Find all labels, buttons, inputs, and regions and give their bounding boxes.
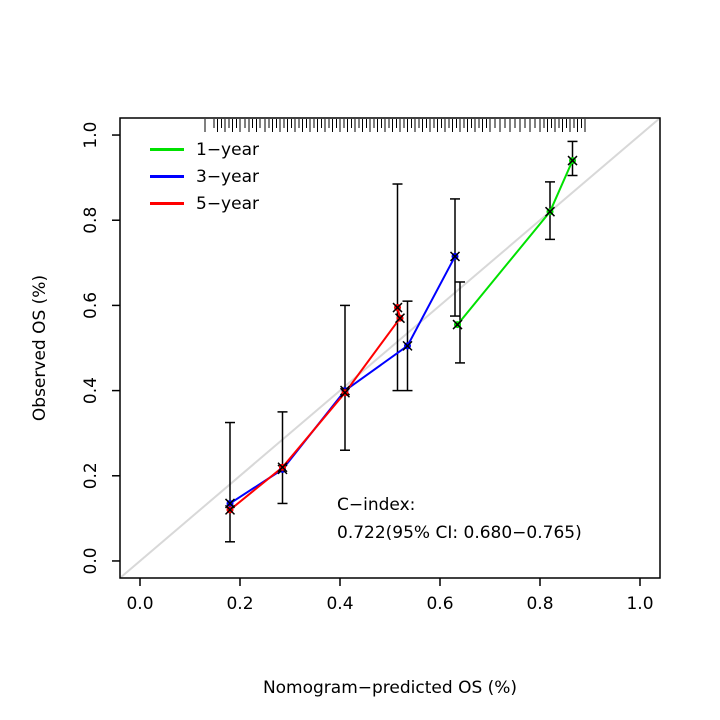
data-point-cross: [452, 319, 463, 330]
legend: 1−year 3−year 5−year: [150, 136, 259, 217]
x-axis-tick-label: 0.8: [526, 594, 553, 614]
legend-label-3-year: 3−year: [196, 166, 259, 187]
y-axis-tick-label: 0.0: [81, 547, 101, 574]
c-index-label: C−index:: [337, 495, 416, 515]
y-axis-tick-label: 0.4: [81, 377, 101, 404]
plot-box: [119, 117, 661, 579]
y-axis-tick-label: 0.2: [81, 462, 101, 489]
legend-line-1-year: [150, 148, 184, 151]
x-axis-tick-label: 0.4: [326, 594, 353, 614]
data-point-cross: [277, 462, 288, 473]
legend-label-1-year: 1−year: [196, 139, 259, 160]
data-point-cross: [224, 504, 236, 515]
x-axis-tick-label: 0.2: [226, 594, 253, 614]
data-point-cross: [392, 302, 403, 313]
series-line-3−year: [229, 255, 456, 505]
legend-line-5-year: [150, 202, 184, 205]
legend-item-3-year: 3−year: [150, 163, 259, 190]
legend-label-5-year: 5−year: [196, 193, 259, 214]
data-point-cross: [402, 340, 413, 351]
legend-item-1-year: 1−year: [150, 136, 259, 163]
legend-item-5-year: 5−year: [150, 190, 259, 217]
data-point-cross: [544, 206, 556, 217]
x-axis-tick-label: 0.6: [426, 594, 453, 614]
data-point-cross: [567, 155, 578, 166]
data-point-cross: [394, 313, 406, 324]
reference-diagonal-line: [119, 117, 661, 579]
c-index-annotation: C−index: 0.722(95% CI: 0.680−0.765): [337, 491, 582, 547]
c-index-value: 0.722(95% CI: 0.680−0.765): [337, 523, 582, 543]
data-point-cross: [449, 251, 461, 262]
y-axis-title: Observed OS (%): [30, 274, 50, 422]
legend-line-3-year: [150, 175, 184, 178]
x-axis-title: Nomogram−predicted OS (%): [262, 678, 518, 698]
x-axis-tick-label: 0.0: [126, 594, 153, 614]
y-axis-tick-label: 0.8: [81, 207, 101, 234]
series-line-5−year: [229, 307, 402, 511]
data-point-cross: [339, 387, 351, 398]
y-axis-tick-label: 0.6: [81, 292, 101, 319]
y-axis-tick-label: 1.0: [81, 122, 101, 149]
x-axis-tick-label: 1.0: [626, 594, 653, 614]
